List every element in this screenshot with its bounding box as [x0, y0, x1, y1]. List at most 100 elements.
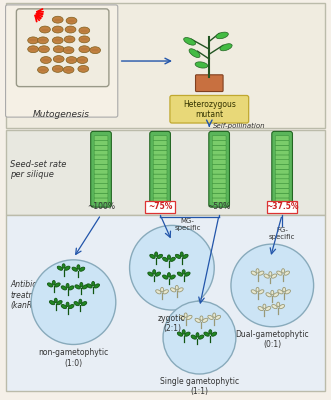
Text: Mutogenesis: Mutogenesis	[33, 110, 90, 119]
Ellipse shape	[256, 269, 259, 273]
FancyBboxPatch shape	[153, 155, 167, 160]
FancyBboxPatch shape	[6, 130, 325, 214]
Ellipse shape	[157, 254, 163, 258]
Circle shape	[231, 244, 314, 327]
FancyBboxPatch shape	[153, 150, 167, 155]
Circle shape	[31, 260, 116, 344]
Ellipse shape	[92, 282, 95, 286]
FancyBboxPatch shape	[275, 179, 289, 184]
Ellipse shape	[47, 283, 53, 287]
FancyBboxPatch shape	[153, 145, 167, 150]
Ellipse shape	[256, 287, 259, 292]
Ellipse shape	[69, 304, 74, 309]
Ellipse shape	[189, 49, 200, 58]
FancyBboxPatch shape	[275, 174, 289, 179]
Text: Dual-gametophytic
(0:1): Dual-gametophytic (0:1)	[235, 330, 309, 349]
Ellipse shape	[54, 298, 57, 303]
Ellipse shape	[277, 302, 280, 306]
FancyBboxPatch shape	[212, 136, 226, 141]
Ellipse shape	[285, 290, 291, 294]
FancyBboxPatch shape	[275, 184, 289, 188]
FancyBboxPatch shape	[153, 198, 167, 203]
FancyBboxPatch shape	[153, 169, 167, 174]
Ellipse shape	[64, 36, 75, 43]
Ellipse shape	[49, 300, 55, 305]
Text: Self-pollination: Self-pollination	[213, 123, 266, 129]
FancyBboxPatch shape	[212, 150, 226, 155]
FancyBboxPatch shape	[94, 164, 108, 169]
Ellipse shape	[80, 282, 83, 287]
FancyBboxPatch shape	[275, 155, 289, 160]
Ellipse shape	[52, 16, 63, 23]
FancyBboxPatch shape	[212, 179, 226, 184]
Text: ~75%: ~75%	[148, 202, 172, 211]
FancyBboxPatch shape	[94, 140, 108, 145]
Ellipse shape	[220, 44, 232, 51]
Ellipse shape	[182, 270, 185, 274]
FancyBboxPatch shape	[170, 96, 249, 123]
FancyBboxPatch shape	[94, 160, 108, 164]
Ellipse shape	[195, 62, 208, 68]
Ellipse shape	[52, 66, 63, 72]
Ellipse shape	[155, 252, 158, 256]
FancyBboxPatch shape	[94, 145, 108, 150]
Ellipse shape	[282, 269, 285, 273]
Ellipse shape	[272, 304, 277, 309]
FancyBboxPatch shape	[212, 184, 226, 188]
FancyBboxPatch shape	[212, 140, 226, 145]
FancyBboxPatch shape	[94, 184, 108, 188]
Ellipse shape	[259, 290, 264, 294]
Ellipse shape	[62, 264, 65, 268]
Ellipse shape	[40, 56, 51, 64]
Text: ~100%: ~100%	[87, 202, 115, 211]
FancyBboxPatch shape	[275, 160, 289, 164]
Ellipse shape	[55, 283, 60, 287]
FancyBboxPatch shape	[94, 179, 108, 184]
Ellipse shape	[61, 286, 67, 290]
FancyBboxPatch shape	[153, 179, 167, 184]
FancyBboxPatch shape	[212, 174, 226, 179]
Text: FG-
specific: FG- specific	[269, 227, 295, 240]
Ellipse shape	[180, 252, 183, 256]
Ellipse shape	[277, 271, 282, 275]
FancyBboxPatch shape	[153, 174, 167, 179]
FancyBboxPatch shape	[91, 131, 111, 207]
Ellipse shape	[200, 316, 203, 320]
Ellipse shape	[179, 315, 185, 320]
Ellipse shape	[79, 267, 85, 271]
FancyBboxPatch shape	[94, 193, 108, 198]
Ellipse shape	[155, 272, 161, 276]
FancyBboxPatch shape	[153, 188, 167, 193]
Ellipse shape	[74, 302, 79, 306]
Ellipse shape	[191, 335, 197, 339]
Ellipse shape	[213, 313, 216, 318]
Ellipse shape	[184, 313, 187, 318]
FancyBboxPatch shape	[94, 198, 108, 203]
Ellipse shape	[37, 37, 48, 44]
FancyBboxPatch shape	[272, 131, 293, 207]
Ellipse shape	[53, 56, 64, 62]
Ellipse shape	[167, 255, 170, 259]
Ellipse shape	[72, 267, 77, 271]
Ellipse shape	[81, 302, 87, 306]
Ellipse shape	[170, 275, 175, 279]
FancyBboxPatch shape	[153, 164, 167, 169]
Circle shape	[129, 225, 214, 310]
Ellipse shape	[61, 304, 67, 309]
Ellipse shape	[77, 56, 88, 64]
Ellipse shape	[69, 286, 74, 290]
Ellipse shape	[170, 257, 175, 262]
Ellipse shape	[271, 274, 277, 278]
FancyBboxPatch shape	[212, 155, 226, 160]
Ellipse shape	[185, 272, 190, 276]
FancyBboxPatch shape	[145, 201, 175, 212]
Ellipse shape	[66, 17, 77, 24]
Ellipse shape	[265, 306, 271, 311]
Ellipse shape	[150, 254, 155, 258]
FancyBboxPatch shape	[153, 136, 167, 141]
FancyBboxPatch shape	[94, 155, 108, 160]
Ellipse shape	[182, 330, 185, 334]
Ellipse shape	[187, 315, 192, 320]
FancyBboxPatch shape	[275, 164, 289, 169]
Ellipse shape	[28, 37, 38, 44]
